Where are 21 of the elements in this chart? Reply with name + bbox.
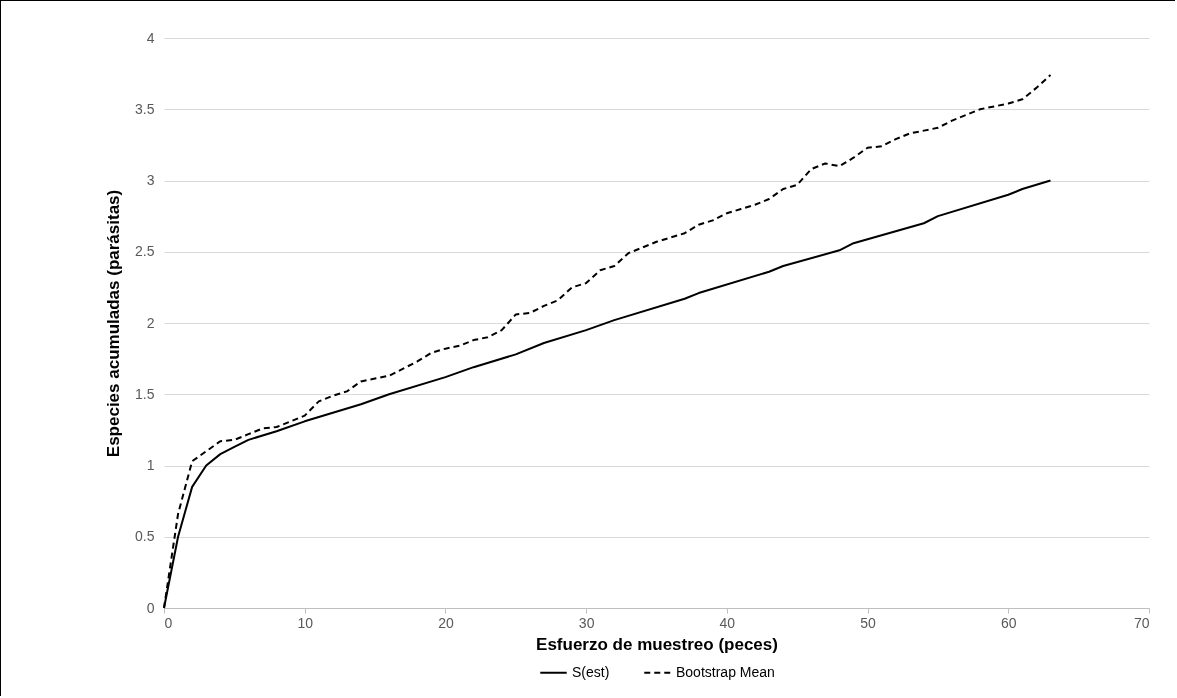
x-tick-label: 30 — [578, 614, 595, 631]
x-tick-label: 0 — [164, 614, 173, 631]
y-tick-label: 1 — [146, 457, 155, 473]
y-tick-label: 0 — [146, 599, 155, 616]
legend-label: S(est) — [572, 663, 610, 680]
legend-label: Bootstrap Mean — [676, 663, 775, 680]
x-tick-label: 50 — [860, 614, 877, 631]
y-tick-label: 2 — [146, 314, 155, 331]
x-tick-label: 20 — [438, 614, 454, 631]
x-tick-label: 10 — [297, 614, 314, 631]
x-tick-label: 40 — [719, 614, 736, 631]
y-tick-label: 1.5 — [135, 385, 155, 402]
x-tick-label: 60 — [1001, 614, 1017, 631]
y-tick-label: 4 — [146, 29, 155, 46]
y-tick-label: 2.5 — [135, 243, 155, 260]
x-tick-label: 70 — [1133, 614, 1150, 631]
y-axis-title: Especies acumuladas (parásitas) — [104, 189, 124, 458]
y-tick-label: 3 — [146, 172, 155, 188]
y-tick-label: 3.5 — [135, 100, 155, 117]
y-tick-label: 0.5 — [135, 528, 155, 545]
x-axis-title: Esfuerzo de muestreo (peces) — [536, 634, 778, 654]
